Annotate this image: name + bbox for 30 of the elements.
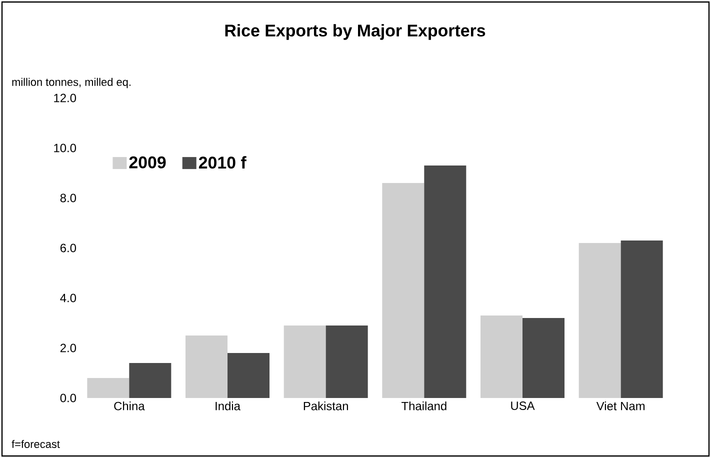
bar	[326, 325, 368, 398]
chart-title: Rice Exports by Major Exporters	[225, 24, 486, 40]
y-axis-title: million tonnes, milled eq.	[12, 78, 130, 88]
y-tick-label: 8.0	[60, 194, 76, 202]
legend-label: 2009	[129, 156, 166, 168]
text: f=forecast	[12, 440, 60, 448]
y-tick-label: 12.0	[54, 94, 76, 102]
x-tick-label: Thailand	[402, 402, 446, 410]
bar	[228, 352, 270, 398]
x-tick-label: USA	[511, 402, 535, 410]
y-tick-label: 4.0	[60, 294, 76, 302]
bar	[424, 165, 466, 398]
bar	[522, 318, 565, 398]
bar	[620, 240, 663, 398]
y-tick-label: 6.0	[60, 244, 76, 252]
bar	[382, 182, 424, 398]
x-tick-label: India	[216, 402, 240, 410]
bar	[480, 315, 523, 398]
y-tick-label: 0.0	[60, 394, 76, 402]
bar	[186, 335, 228, 398]
bar	[87, 378, 130, 398]
legend-label: 2010 f	[198, 156, 246, 169]
y-tick-label: 10.0	[54, 144, 76, 152]
bar	[284, 325, 326, 398]
x-tick-label: China	[114, 402, 145, 410]
x-tick-label: Pakistan	[304, 402, 348, 410]
y-tick-label: 2.0	[60, 344, 76, 352]
x-tick-label: Viet Nam	[596, 402, 645, 410]
bar	[578, 242, 621, 398]
bar	[129, 362, 172, 398]
